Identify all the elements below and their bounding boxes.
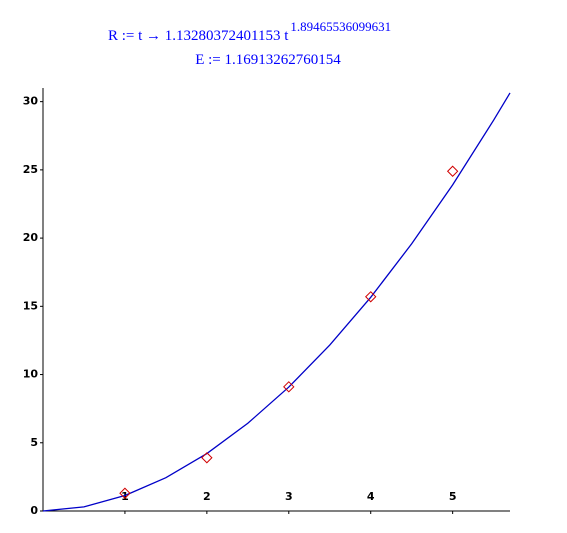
y-tick-label: 25	[23, 163, 38, 176]
y-tick-label: 5	[30, 436, 38, 449]
x-tick-label: 3	[285, 490, 293, 503]
x-tick-label: 5	[449, 490, 457, 503]
y-tick-label: 20	[23, 231, 39, 244]
y-tick-label: 0	[30, 504, 38, 517]
data-point	[446, 165, 459, 177]
y-tick-label: 10	[23, 368, 39, 381]
data-point	[365, 291, 377, 303]
x-tick-label: 1	[121, 490, 129, 503]
y-tick-label: 15	[23, 299, 38, 312]
x-tick-label: 2	[203, 490, 211, 503]
data-point	[283, 381, 295, 393]
x-tick-label: 4	[367, 490, 375, 503]
data-point	[201, 452, 213, 464]
subtitle: E := 1.16913262760154	[195, 52, 341, 68]
data-point	[119, 487, 131, 499]
formula: R := t → 1.13280372401153 t	[108, 28, 289, 44]
y-tick-label: 30	[23, 95, 39, 108]
formula-exponent: 1.89465536099631	[290, 19, 391, 34]
curve	[42, 92, 511, 512]
